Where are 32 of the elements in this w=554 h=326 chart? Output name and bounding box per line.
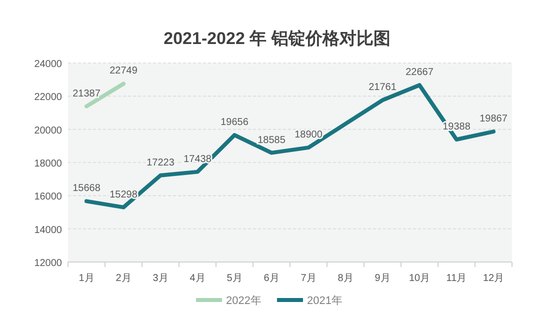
x-tick-label: 11月 <box>446 273 467 284</box>
y-tick-label: 18000 <box>34 158 62 170</box>
y-tick-label: 14000 <box>34 224 62 236</box>
data-label: 21761 <box>368 82 397 94</box>
data-label: 19656 <box>220 117 249 128</box>
x-tick-label: 12月 <box>482 273 504 284</box>
x-tick-label: 9月 <box>374 273 390 284</box>
y-tick-label: 20000 <box>34 125 62 136</box>
x-tick-label: 1月 <box>78 273 94 284</box>
x-tick-label: 10月 <box>408 273 430 284</box>
data-label: 21387 <box>72 88 101 100</box>
x-tick-label: 3月 <box>152 273 168 284</box>
legend-label: 2021年 <box>307 295 342 307</box>
data-label: 22667 <box>406 67 434 78</box>
data-label: 18900 <box>294 130 323 141</box>
data-label: 22749 <box>110 66 138 77</box>
y-tick-label: 16000 <box>34 192 62 203</box>
y-tick-label: 12000 <box>34 258 62 269</box>
y-tick-label: 22000 <box>34 92 62 104</box>
data-label: 18585 <box>258 134 286 146</box>
legend-label: 2022年 <box>226 295 262 307</box>
x-tick-label: 8月 <box>338 273 354 284</box>
y-tick-label: 24000 <box>34 59 62 70</box>
x-tick-label: 2月 <box>116 273 132 284</box>
x-tick-label: 4月 <box>190 273 206 284</box>
data-label: 17223 <box>146 157 175 168</box>
x-tick-label: 6月 <box>264 273 280 284</box>
x-tick-label: 7月 <box>300 273 316 284</box>
x-tick-label: 5月 <box>226 273 242 284</box>
chart-title: 2021-2022 年 铝锭价格对比图 <box>164 29 390 48</box>
data-label: 19867 <box>480 114 508 125</box>
data-label: 15668 <box>72 183 101 194</box>
